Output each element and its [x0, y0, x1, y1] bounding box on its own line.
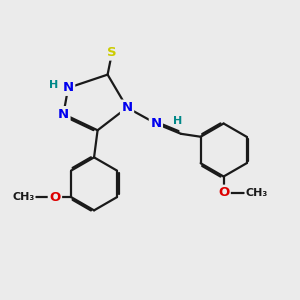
Text: N: N: [58, 108, 69, 121]
Text: S: S: [107, 46, 117, 59]
Text: N: N: [122, 101, 133, 114]
Text: N: N: [150, 117, 161, 130]
Text: H: H: [173, 116, 183, 126]
Text: CH₃: CH₃: [12, 192, 34, 202]
Text: CH₃: CH₃: [246, 188, 268, 198]
Text: H: H: [50, 80, 58, 90]
Text: O: O: [218, 186, 229, 199]
Text: N: N: [63, 81, 74, 94]
Text: O: O: [49, 190, 61, 204]
